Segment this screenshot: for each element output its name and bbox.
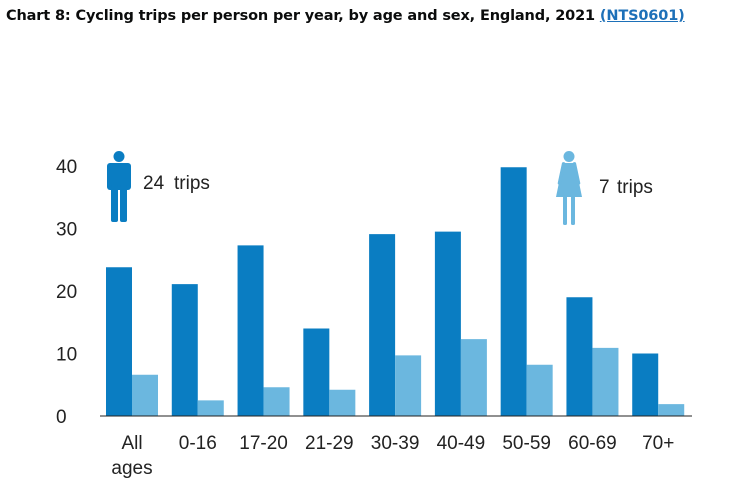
x-tick-label: 17-20 [239,433,288,454]
x-tick-label: 60-69 [568,433,617,454]
legend-male: 24 trips [107,151,210,222]
y-tick-label: 20 [56,282,77,303]
y-tick-label: 10 [56,345,77,366]
chart-title-text: Chart 8: Cycling trips per person per ye… [6,8,595,24]
legend-female: 7 trips [556,151,653,225]
bar-male-0 [106,267,132,416]
bar-female-2 [263,387,290,416]
bar-male-8 [632,353,659,416]
legend-male-value: 24 [143,173,165,194]
legend-male-unit: trips [174,173,210,194]
bar-male-7 [566,297,593,416]
male-person-icon [107,151,131,222]
legend-female-unit: trips [617,177,653,198]
x-tick-label: 0-16 [179,433,217,454]
bar-male-6 [500,167,527,416]
female-person-icon [556,151,582,225]
bar-male-5 [434,231,461,416]
bar-female-1 [197,400,224,416]
x-tick-label: 50-59 [502,433,551,454]
x-axis: All ages 0-16 17-20 21-29 30-39 40-49 50-59 60-6… [111,433,674,479]
x-tick-label: All ages [111,433,152,479]
legend-female-value: 7 [599,177,610,198]
y-tick-label: 40 [56,157,77,178]
x-tick-label: 21-29 [305,433,354,454]
y-axis: 0 10 20 30 40 [56,157,77,428]
chart-title: Chart 8: Cycling trips per person per ye… [6,8,730,24]
bar-female-4 [395,355,422,416]
bar-male-2 [237,245,264,416]
bar-female-7 [592,347,619,416]
bar-female-5 [460,339,487,416]
nts0601-link[interactable]: (NTS0601) [599,8,685,24]
bar-female-6 [526,364,553,416]
bar-male-1 [171,284,198,416]
bar-female-0 [132,374,158,416]
y-tick-label: 30 [56,220,77,241]
x-tick-label: 70+ [642,433,674,454]
x-tick-label: 30-39 [371,433,420,454]
bar-male-4 [369,234,396,416]
bar-male-3 [303,328,330,416]
bar-female-3 [329,389,356,416]
y-tick-label: 0 [56,407,67,428]
bar-female-8 [658,404,685,416]
x-tick-label: 40-49 [437,433,486,454]
bars [106,167,685,416]
